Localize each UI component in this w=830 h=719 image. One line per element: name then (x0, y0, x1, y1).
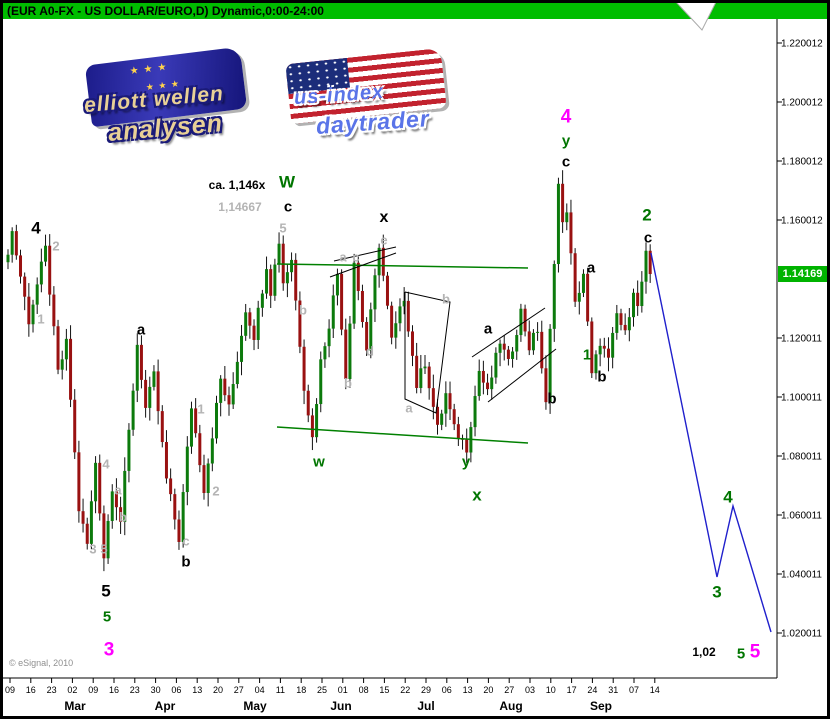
date-tick-label: 13 (463, 685, 473, 695)
title-bar: (EUR A0-FX - US DOLLAR/EURO,D) Dynamic,0… (3, 3, 827, 19)
date-tick-label: 29 (421, 685, 431, 695)
date-tick-label: 11 (276, 685, 285, 695)
y-axis-label: 1.020011 (781, 629, 822, 640)
logo-us-index-daytrader: us-index daytrader (282, 48, 467, 154)
projection-line (650, 252, 772, 633)
date-tick-label: 06 (171, 685, 181, 695)
date-tick-label: 25 (317, 685, 327, 695)
date-tick-label: 08 (359, 685, 369, 695)
candlesticks (6, 170, 652, 572)
copyright-text: © eSignal, 2010 (9, 658, 74, 668)
y-axis-label: 1.060011 (781, 511, 822, 522)
date-tick-label: 27 (504, 685, 514, 695)
date-tick-label: 16 (109, 685, 119, 695)
date-tick-label: 04 (255, 685, 265, 695)
date-tick-label: 17 (567, 685, 577, 695)
date-tick-label: 24 (587, 685, 597, 695)
month-label: Mar (64, 699, 86, 713)
month-label: Sep (590, 699, 612, 713)
month-label: Apr (155, 699, 176, 713)
date-tick-label: 27 (234, 685, 244, 695)
date-tick-label: 23 (47, 685, 57, 695)
date-tick-label: 15 (379, 685, 389, 695)
logo-elliott-wellen-analysen: elliott wellen analysen (80, 46, 270, 164)
month-label: Jun (330, 699, 351, 713)
date-tick-label: 06 (442, 685, 452, 695)
y-axis-label: 1.160012 (781, 216, 823, 227)
corner-triangle-decoration (674, 1, 717, 31)
date-tick-label: 30 (151, 685, 161, 695)
trendlines (276, 246, 557, 444)
current-price-badge: 1.14169 (778, 266, 827, 282)
date-tick-label: 02 (67, 685, 77, 695)
date-tick-label: 14 (650, 685, 660, 695)
date-tick-label: 03 (525, 685, 535, 695)
date-tick-label: 22 (400, 685, 410, 695)
date-tick-label: 09 (88, 685, 98, 695)
date-tick-label: 01 (338, 685, 348, 695)
date-tick-label: 10 (546, 685, 556, 695)
date-tick-label: 20 (213, 685, 223, 695)
month-label: Jul (417, 699, 434, 713)
date-tick-label: 16 (26, 685, 36, 695)
date-tick-label: 07 (629, 685, 639, 695)
date-tick-label: 23 (130, 685, 140, 695)
y-axis-label: 1.220012 (781, 39, 823, 50)
month-label: Aug (499, 699, 522, 713)
date-tick-label: 20 (483, 685, 493, 695)
date-tick-label: 31 (608, 685, 618, 695)
y-axis-label: 1.080011 (781, 452, 822, 463)
chart-title: (EUR A0-FX - US DOLLAR/EURO,D) Dynamic,0… (7, 4, 324, 18)
y-axis-label: 1.180012 (781, 157, 823, 168)
date-tick-label: 09 (5, 685, 15, 695)
y-axis-label: 1.100011 (781, 393, 822, 404)
y-axis-label: 1.200012 (781, 98, 823, 109)
date-tick-label: 18 (296, 685, 306, 695)
y-axis-label: 1.040011 (781, 570, 822, 581)
date-tick-label: 13 (192, 685, 202, 695)
y-axis-label: 1.120011 (781, 334, 822, 345)
axes: 1.220012 1.200012 1.180012 1.160012 1.120011… (3, 19, 823, 713)
month-label: May (243, 699, 267, 713)
